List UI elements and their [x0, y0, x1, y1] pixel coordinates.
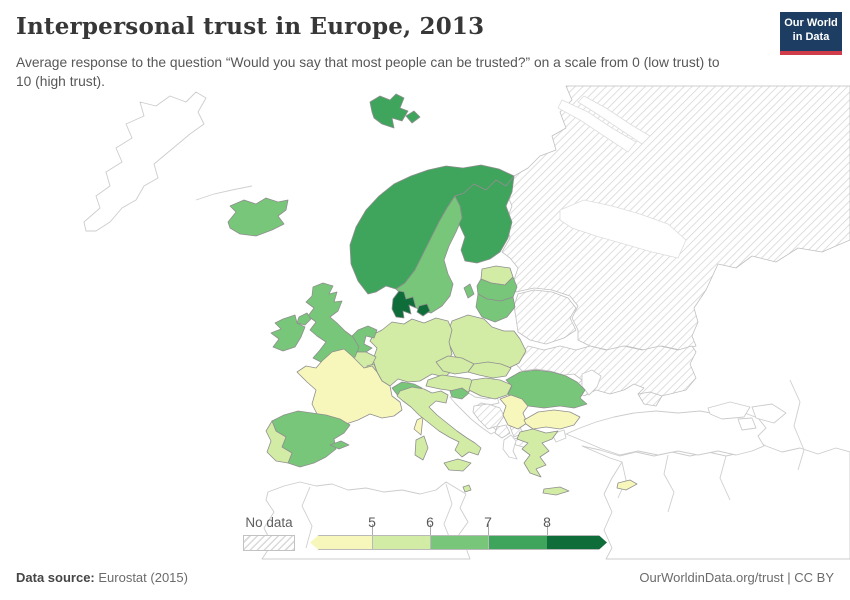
owid-logo[interactable]: Our World in Data — [780, 12, 842, 55]
country-malta[interactable] — [462, 484, 472, 493]
country-armenia — [737, 417, 757, 431]
data-source-text: Eurostat (2015) — [94, 570, 188, 585]
legend-tick-8: 8 — [543, 514, 551, 530]
legend-tick-mark-6 — [430, 524, 431, 535]
legend-tick-5: 5 — [368, 514, 376, 530]
legend-band-5-6[interactable] — [372, 535, 430, 550]
country-montenegro[interactable] — [494, 424, 511, 439]
country-norway-svalbard[interactable] — [369, 93, 409, 129]
country-slovakia[interactable] — [467, 361, 512, 379]
country-denmark-zealand[interactable] — [416, 303, 431, 317]
border-syria-iraq — [663, 454, 675, 513]
country-france[interactable] — [296, 348, 403, 425]
country-france-corsica[interactable] — [413, 416, 424, 436]
border-morocco-algeria — [301, 486, 313, 549]
country-italy-sardinia[interactable] — [414, 435, 429, 461]
border-levant — [617, 461, 627, 499]
country-denmark[interactable] — [391, 290, 417, 319]
landmass-middle-east — [581, 440, 850, 560]
country-hungary[interactable] — [468, 377, 513, 400]
legend-band-gt8[interactable] — [547, 535, 607, 550]
legend-band-lt5[interactable] — [310, 535, 372, 550]
legend-no-data-label: No data — [245, 515, 293, 530]
europe-choropleth-map — [83, 85, 850, 560]
owid-logo-line1: Our World — [784, 17, 838, 29]
country-greece-crete[interactable] — [542, 486, 570, 496]
country-norway-svalbard-east[interactable] — [405, 110, 421, 124]
legend-band-6-7[interactable] — [430, 535, 488, 550]
legend-tick-mark-7 — [488, 524, 489, 535]
landmass-greenland — [83, 91, 207, 232]
country-cyprus[interactable] — [616, 479, 638, 491]
legend-band-7-8[interactable] — [488, 535, 547, 550]
country-iceland[interactable] — [227, 197, 289, 237]
border-iraq-iran — [719, 455, 731, 501]
country-belarus[interactable] — [513, 289, 577, 345]
country-lithuania[interactable] — [475, 293, 516, 323]
country-spain-balearics[interactable] — [329, 440, 350, 450]
white-sea-basin — [559, 199, 687, 259]
country-sweden-gotland[interactable] — [463, 283, 475, 299]
country-poland[interactable] — [447, 314, 527, 370]
country-turkey — [565, 410, 767, 456]
border-algeria-tunisia — [443, 483, 453, 545]
country-greece[interactable] — [516, 428, 559, 478]
country-united-kingdom[interactable] — [305, 282, 360, 364]
legend-tick-mark-8 — [547, 524, 548, 535]
country-italy-sicily[interactable] — [443, 458, 472, 472]
country-finland[interactable] — [454, 175, 515, 264]
country-albania — [502, 434, 518, 460]
data-source-label: Data source: — [16, 570, 95, 585]
caspian-coastline — [789, 379, 805, 471]
barents-inlet — [577, 95, 651, 145]
country-italy[interactable] — [396, 386, 482, 458]
country-portugal[interactable] — [265, 420, 293, 464]
legend-tick-7: 7 — [484, 514, 492, 530]
country-georgia — [707, 401, 751, 420]
page-title: Interpersonal trust in Europe, 2013 — [16, 13, 485, 40]
chart-subtitle: Average response to the question “Would … — [16, 55, 720, 90]
legend-tick-6: 6 — [426, 514, 434, 530]
country-ireland[interactable] — [270, 314, 306, 352]
owid-logo-line2: in Data — [792, 30, 830, 43]
legend-tick-mark-5 — [372, 524, 373, 535]
country-bosnia[interactable] — [472, 403, 505, 430]
country-bulgaria[interactable] — [523, 409, 581, 430]
legend-colorbar — [310, 535, 607, 550]
country-ukraine-crimea[interactable] — [637, 391, 663, 407]
white-sea — [557, 99, 637, 153]
country-azerbaijan — [751, 403, 787, 424]
country-uk-northern-ireland[interactable] — [296, 312, 312, 326]
credit-link[interactable]: OurWorldinData.org/trust | CC BY — [639, 570, 834, 585]
data-source: Data source: Eurostat (2015) — [16, 570, 188, 585]
country-moldova — [581, 369, 602, 396]
country-slovenia[interactable] — [449, 387, 470, 400]
legend-no-data-swatch[interactable] — [243, 535, 295, 551]
landmass-greenland-coast — [195, 185, 253, 201]
